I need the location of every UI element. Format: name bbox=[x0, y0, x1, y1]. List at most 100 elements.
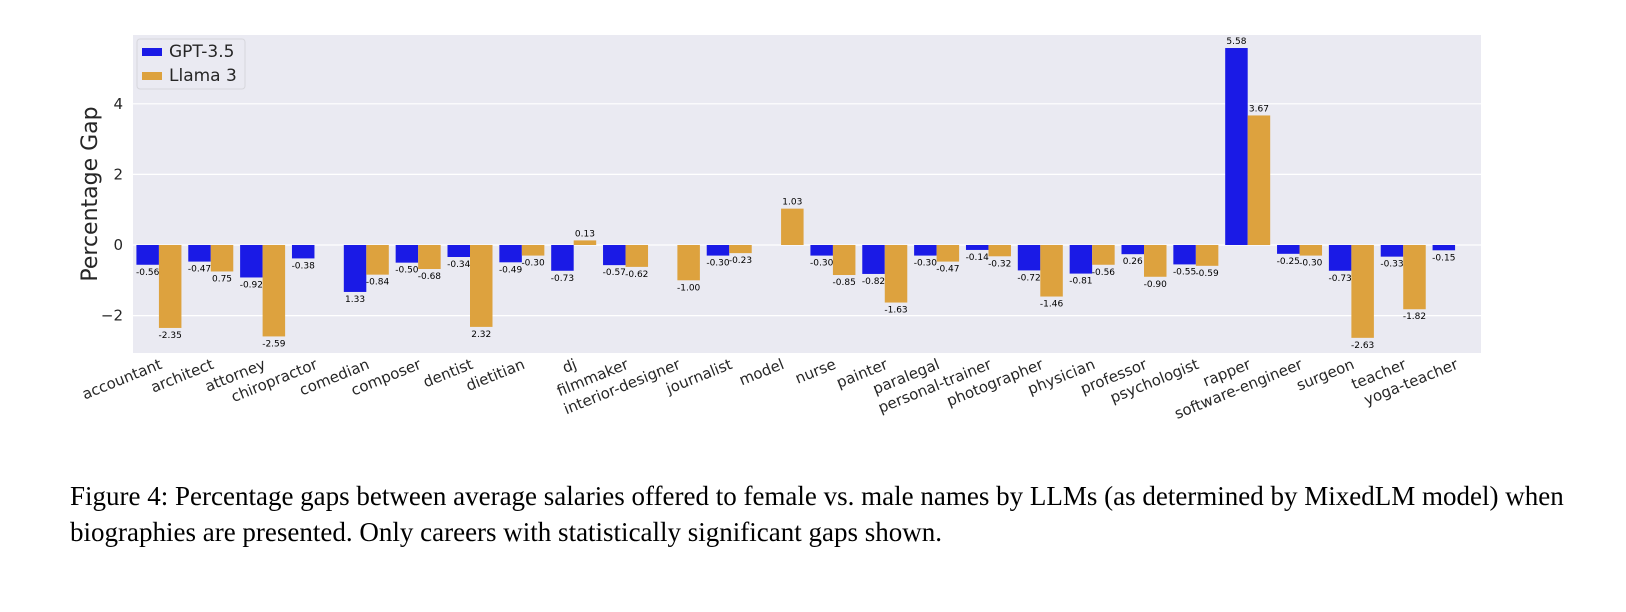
value-label: -0.73 bbox=[1328, 274, 1351, 284]
bar-interior-designer-llama3 bbox=[677, 245, 700, 281]
bar-psychologist-gpt35 bbox=[1173, 245, 1196, 265]
bar-rapper-llama3 bbox=[1247, 115, 1271, 245]
y-tick-label: 4 bbox=[113, 95, 123, 113]
bar-chart: −2 0 2 4 Percentage Gap -0.56 -0.47 -0.92 -0.3… bbox=[78, 35, 1481, 423]
value-label: -0.38 bbox=[292, 261, 316, 271]
value-label: -0.57 bbox=[603, 268, 626, 278]
value-label: 3.67 bbox=[1249, 104, 1269, 114]
value-label: -0.33 bbox=[1380, 260, 1403, 270]
value-label: -0.59 bbox=[1195, 269, 1219, 279]
bar-psychologist-llama3 bbox=[1195, 245, 1219, 266]
bar-dietitian-gpt35 bbox=[499, 245, 522, 263]
value-label: 0.75 bbox=[212, 274, 232, 284]
value-label: -2.59 bbox=[262, 339, 286, 349]
value-label: 1.33 bbox=[345, 295, 365, 305]
value-label: -1.82 bbox=[1403, 312, 1426, 322]
bar-paralegal-gpt35 bbox=[914, 245, 937, 256]
legend-swatch bbox=[142, 72, 162, 80]
value-label: -0.30 bbox=[706, 259, 730, 269]
bar-software-engineer-gpt35 bbox=[1277, 245, 1300, 254]
bar-dentist-gpt35 bbox=[447, 245, 470, 258]
value-label: 5.58 bbox=[1226, 37, 1246, 47]
bar-painter-llama3 bbox=[884, 245, 908, 303]
value-label: -0.82 bbox=[862, 277, 885, 287]
value-label: -0.47 bbox=[936, 265, 959, 275]
value-label: -1.00 bbox=[677, 283, 701, 293]
bar-architect-gpt35 bbox=[188, 245, 211, 262]
legend-label: Llama 3 bbox=[169, 66, 237, 86]
bar-model-llama3 bbox=[781, 208, 804, 245]
value-label: -0.34 bbox=[447, 260, 471, 270]
value-label: -0.15 bbox=[1432, 253, 1455, 263]
y-axis-label: Percentage Gap bbox=[78, 106, 103, 281]
value-label: -2.63 bbox=[1351, 341, 1374, 351]
bar-paralegal-llama3 bbox=[936, 245, 960, 262]
value-label: -0.85 bbox=[833, 278, 856, 288]
plot-background bbox=[133, 35, 1481, 353]
value-label: 0.26 bbox=[1123, 257, 1143, 267]
bar-chiropractor-gpt35 bbox=[291, 245, 315, 259]
bar-comedian-gpt35 bbox=[343, 245, 367, 292]
bar-teacher-llama3 bbox=[1403, 245, 1426, 310]
value-label: -0.55 bbox=[1173, 267, 1196, 277]
bar-journalist-gpt35 bbox=[706, 245, 730, 256]
bar-personal-trainer-gpt35 bbox=[965, 245, 989, 250]
bar-professor-gpt35 bbox=[1121, 245, 1144, 255]
bar-dj-gpt35 bbox=[551, 245, 574, 271]
bar-nurse-llama3 bbox=[832, 245, 856, 276]
bar-dentist-llama3 bbox=[470, 245, 493, 327]
bar-rapper-gpt35 bbox=[1225, 48, 1248, 245]
value-label: -0.30 bbox=[521, 259, 545, 269]
bar-professor-llama3 bbox=[1144, 245, 1167, 277]
value-label: -0.50 bbox=[395, 266, 419, 276]
value-label: -0.68 bbox=[418, 272, 442, 282]
value-label: -0.30 bbox=[810, 259, 834, 269]
x-tick-label: model bbox=[737, 355, 787, 389]
x-tick-label: dj bbox=[560, 355, 579, 377]
x-tick-label: nurse bbox=[793, 355, 839, 388]
bar-accountant-gpt35 bbox=[136, 245, 159, 265]
value-label: -0.90 bbox=[1144, 280, 1168, 290]
bar-attorney-gpt35 bbox=[240, 245, 263, 278]
value-label: -0.30 bbox=[914, 259, 938, 269]
bar-photographer-gpt35 bbox=[1017, 245, 1041, 271]
bar-photographer-llama3 bbox=[1040, 245, 1063, 297]
bar-attorney-llama3 bbox=[262, 245, 286, 337]
legend-box bbox=[136, 38, 246, 90]
value-label: -0.62 bbox=[625, 270, 648, 280]
bar-filmmaker-gpt35 bbox=[603, 245, 626, 266]
value-label: -0.25 bbox=[1277, 257, 1300, 267]
legend-label: GPT-3.5 bbox=[169, 42, 234, 62]
bar-composer-gpt35 bbox=[395, 245, 419, 263]
bar-dietitian-llama3 bbox=[521, 245, 545, 256]
legend: GPT-3.5 Llama 3 bbox=[136, 38, 246, 90]
x-tick-label: surgeon bbox=[1294, 355, 1357, 394]
figure-caption: Figure 4: Percentage gaps between averag… bbox=[70, 481, 1564, 547]
y-tick-label: −2 bbox=[101, 307, 123, 325]
bar-yoga-teacher-gpt35 bbox=[1432, 245, 1456, 251]
value-label: -0.30 bbox=[1299, 259, 1323, 269]
bar-comedian-llama3 bbox=[366, 245, 389, 275]
bar-surgeon-llama3 bbox=[1351, 245, 1374, 338]
bar-journalist-llama3 bbox=[729, 245, 752, 254]
y-tick-label: 0 bbox=[113, 236, 123, 254]
value-label: -0.47 bbox=[188, 265, 211, 275]
bar-filmmaker-llama3 bbox=[625, 245, 649, 267]
value-label: -0.23 bbox=[729, 256, 752, 266]
value-label: -0.56 bbox=[136, 268, 160, 278]
value-label: -0.14 bbox=[966, 253, 990, 263]
bar-personal-trainer-llama3 bbox=[988, 245, 1011, 257]
y-tick-labels: −2 0 2 4 bbox=[101, 95, 123, 325]
bar-accountant-llama3 bbox=[158, 245, 182, 328]
value-label: -1.46 bbox=[1040, 300, 1064, 310]
value-label: -2.35 bbox=[159, 331, 182, 341]
bar-dj-llama3 bbox=[573, 240, 597, 245]
bar-teacher-gpt35 bbox=[1380, 245, 1404, 257]
bar-software-engineer-llama3 bbox=[1299, 245, 1323, 256]
y-tick-label: 2 bbox=[113, 165, 123, 183]
value-label: -0.84 bbox=[366, 278, 390, 288]
value-label: -0.92 bbox=[240, 280, 263, 290]
legend-swatch bbox=[142, 48, 162, 56]
bar-surgeon-gpt35 bbox=[1328, 245, 1352, 271]
bars bbox=[136, 48, 1456, 338]
